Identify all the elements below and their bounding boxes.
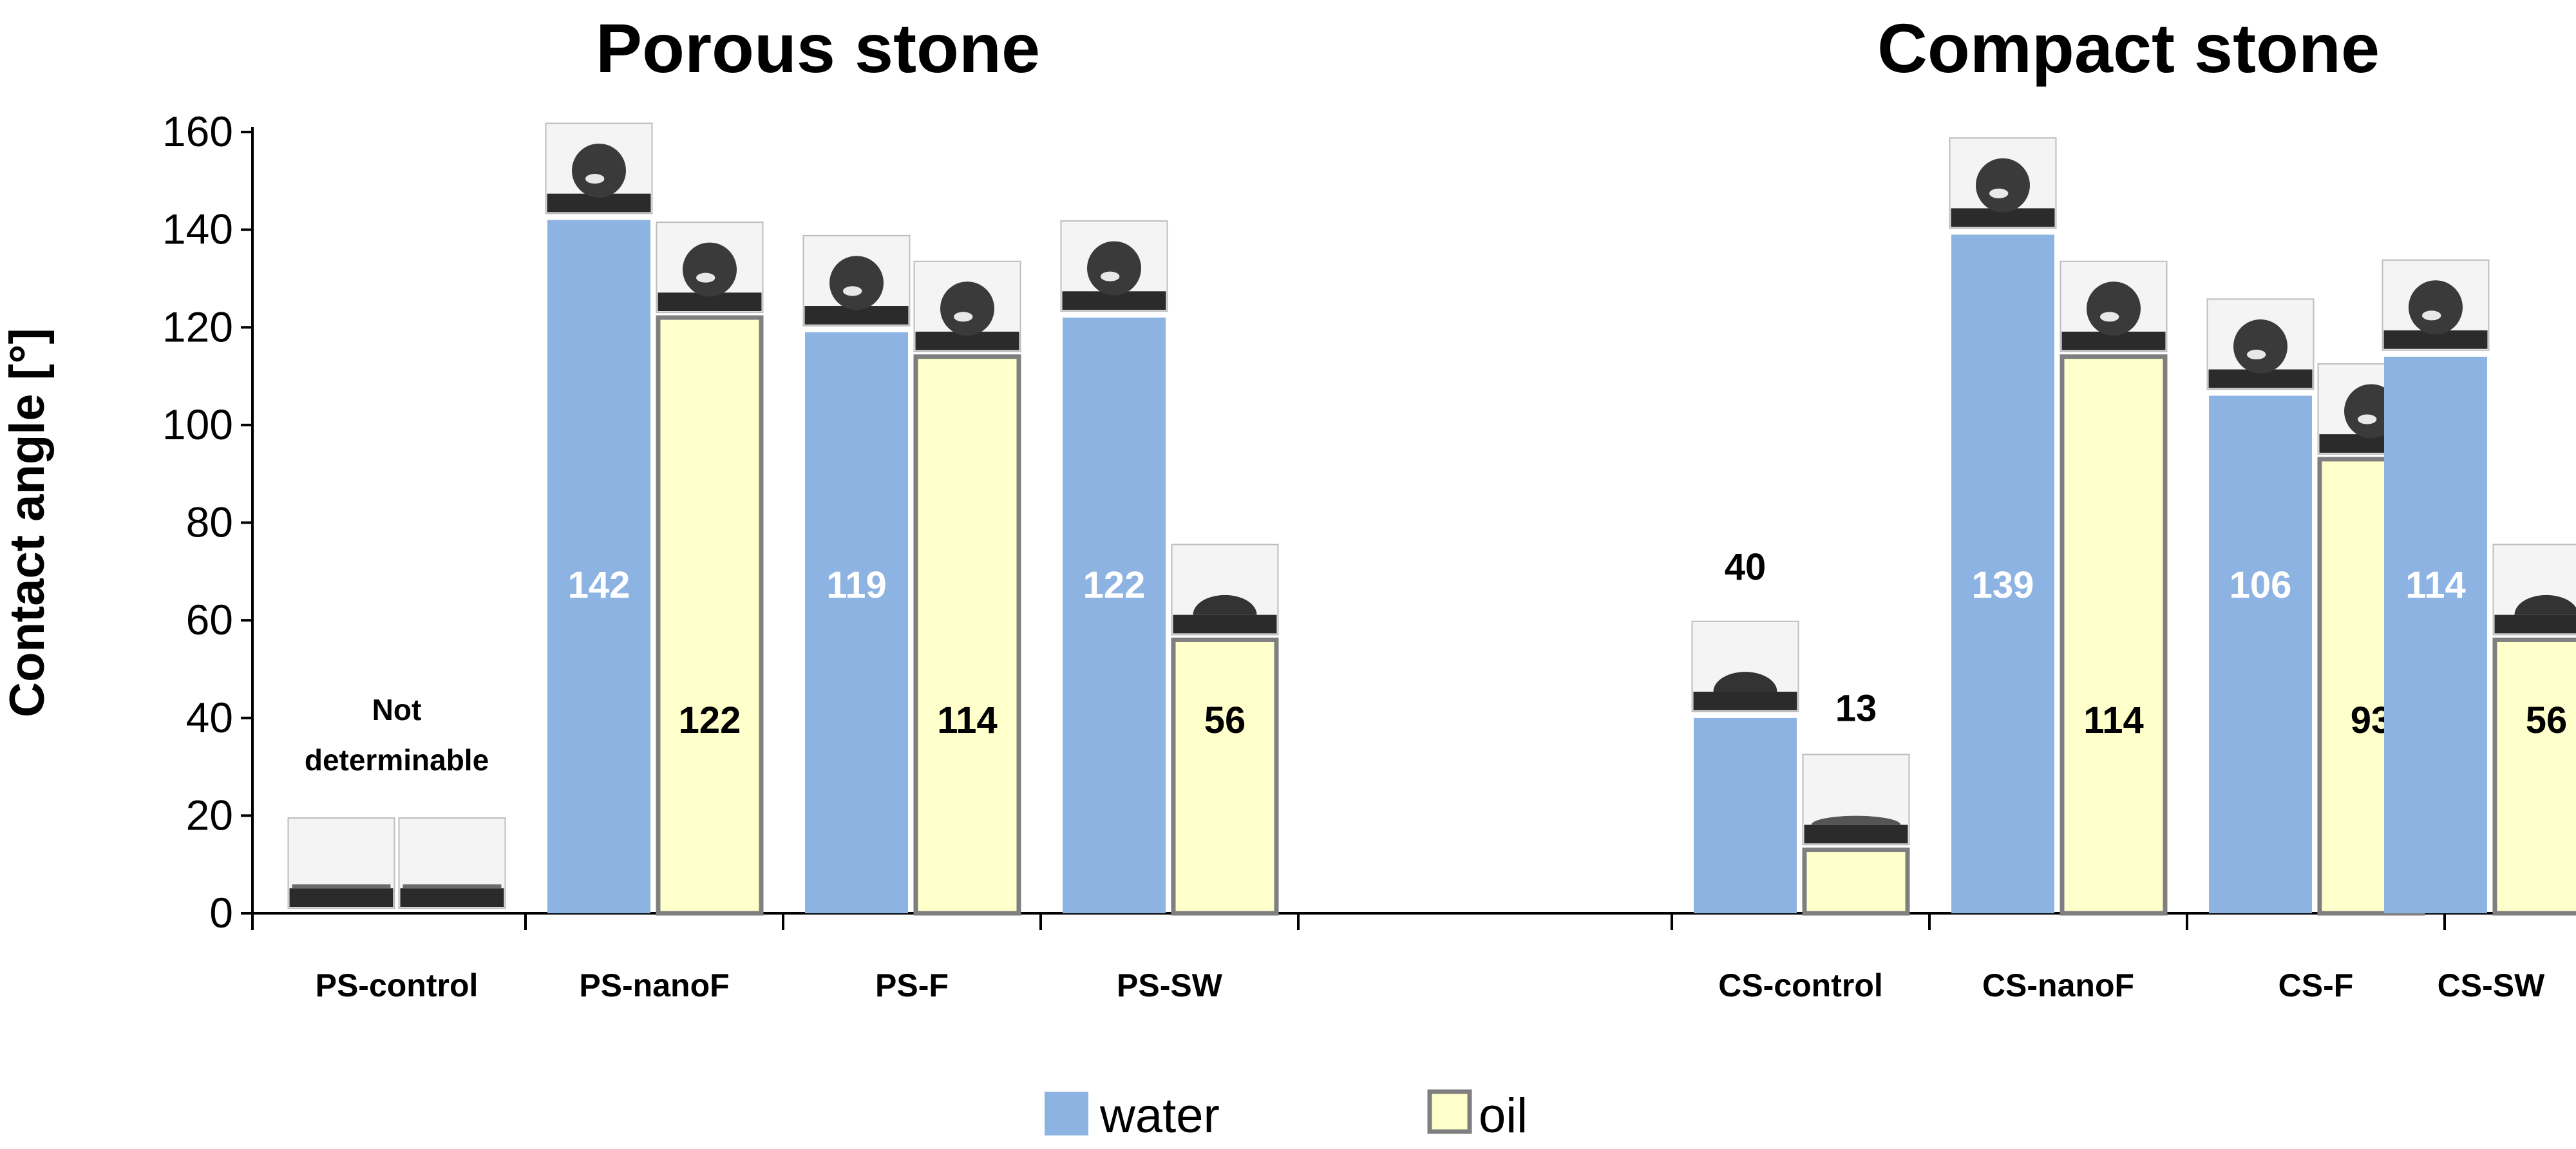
droplet-water-ps-f-drop-highlight: [843, 286, 862, 296]
droplet-oil-cs-sw-substrate: [2495, 615, 2576, 634]
droplet-water-cs-f-drop: [2233, 319, 2287, 374]
bar-water-ps-sw: [1063, 318, 1166, 913]
bar-water-ps-f: [805, 332, 908, 913]
legend-water-label: water: [1099, 1088, 1220, 1143]
droplet-water-cs-control-substrate: [1694, 692, 1797, 710]
legend-oil-label: oil: [1479, 1088, 1528, 1143]
droplet-water-cs-sw-drop: [2409, 280, 2463, 334]
y-tick-label-140: 140: [162, 205, 233, 253]
droplet-oil-ps-control-substrate: [401, 888, 504, 907]
y-tick-label-100: 100: [162, 401, 233, 448]
bar-oil-cs-nanof: [2062, 357, 2165, 913]
droplet-oil-ps-nanof-drop-highlight: [696, 273, 715, 283]
droplet-water-ps-sw-drop-highlight: [1101, 272, 1119, 281]
label-water-ps-sw: 122: [1083, 564, 1146, 606]
droplet-water-cs-nanof-drop-highlight: [1989, 189, 2008, 198]
x-tick-label-ps-sw: PS-SW: [1117, 967, 1223, 1003]
droplet-water-cs-f-drop-highlight: [2247, 350, 2266, 359]
x-tick-label-ps-control: PS-control: [316, 967, 478, 1003]
label-oil-ps-f: 114: [937, 699, 998, 741]
y-axis-label: Contact angle [°]: [0, 328, 55, 717]
label-water-ps-f: 119: [826, 564, 887, 606]
droplet-water-ps-sw-drop: [1087, 242, 1141, 296]
bar-water-top-cs-sw: [2384, 352, 2487, 357]
label-water-cs-control: 40: [1725, 546, 1766, 588]
droplet-oil-ps-nanof-drop: [683, 243, 737, 297]
droplet-water-ps-nanof-drop-highlight: [585, 174, 604, 184]
bar-oil-cs-sw: [2495, 640, 2576, 913]
x-tick-label-ps-f: PS-F: [875, 967, 949, 1003]
droplet-water-cs-nanof-drop: [1976, 158, 2030, 213]
droplet-oil-ps-sw-substrate: [1173, 615, 1277, 634]
y-tick-label-40: 40: [186, 694, 233, 741]
y-tick-label-0: 0: [209, 889, 233, 936]
droplet-water-ps-control-substrate: [290, 888, 393, 907]
bar-water-cs-control: [1694, 718, 1797, 913]
label-oil-ps-nanof: 122: [679, 699, 741, 741]
label-water-cs-sw: 114: [2405, 564, 2466, 606]
bar-water-cs-f: [2209, 395, 2312, 913]
y-tick-label-60: 60: [186, 596, 233, 643]
bar-water-cs-sw: [2384, 357, 2487, 913]
droplet-oil-cs-nanof-drop: [2087, 281, 2141, 336]
bar-water-top-cs-control: [1694, 713, 1797, 718]
annotation-not-determinable-line-1: determinable: [305, 743, 489, 777]
label-oil-cs-control: 13: [1835, 687, 1877, 729]
droplet-oil-cs-control-substrate: [1804, 825, 1908, 844]
label-oil-cs-sw: 56: [2526, 699, 2568, 741]
droplet-water-ps-control-drop: [292, 884, 391, 888]
annotation-not-determinable-line-0: Not: [372, 693, 422, 726]
bar-water-top-cs-f: [2209, 390, 2312, 395]
label-water-ps-nanof: 142: [568, 564, 630, 606]
droplet-oil-ps-f-drop-highlight: [954, 312, 972, 321]
group-title-compact: Compact stone: [1877, 9, 2380, 87]
x-tick-label-cs-control: CS-control: [1718, 967, 1883, 1003]
droplet-oil-cs-f-drop-highlight: [2358, 414, 2376, 424]
bar-water-top-ps-nanof: [547, 214, 650, 220]
droplet-oil-cs-nanof-drop-highlight: [2100, 312, 2119, 321]
y-tick-label-80: 80: [186, 499, 233, 546]
legend-oil-swatch: [1430, 1092, 1470, 1132]
droplet-water-ps-f-drop: [829, 256, 884, 310]
bar-oil-ps-f: [916, 357, 1019, 913]
x-tick-label-cs-sw: CS-SW: [2438, 967, 2545, 1003]
bar-water-top-cs-nanof: [1951, 229, 2054, 234]
x-tick-label-cs-nanof: CS-nanoF: [1982, 967, 2134, 1003]
bar-oil-ps-sw: [1173, 640, 1276, 913]
x-tick-label-cs-f: CS-F: [2278, 967, 2354, 1003]
label-oil-cs-nanof: 114: [2083, 699, 2144, 741]
droplet-water-cs-sw-drop-highlight: [2422, 310, 2441, 320]
y-tick-label-160: 160: [162, 108, 233, 155]
droplet-water-ps-nanof-drop: [572, 144, 626, 198]
bar-water-top-ps-f: [805, 327, 908, 332]
bar-oil-ps-nanof: [658, 318, 761, 913]
legend-water-swatch: [1045, 1092, 1088, 1135]
droplet-oil-ps-f-drop: [940, 281, 994, 336]
label-oil-ps-sw: 56: [1204, 699, 1246, 741]
y-tick-label-120: 120: [162, 303, 233, 350]
bar-water-top-ps-sw: [1063, 312, 1166, 318]
bar-oil-cs-control: [1804, 850, 1908, 913]
label-water-cs-nanof: 139: [1972, 564, 2034, 606]
droplet-oil-ps-control-drop: [403, 884, 502, 888]
x-tick-label-ps-nanof: PS-nanoF: [579, 967, 729, 1003]
label-water-cs-f: 106: [2230, 564, 2292, 606]
y-tick-label-20: 20: [186, 791, 233, 839]
group-title-porous: Porous stone: [596, 9, 1040, 87]
